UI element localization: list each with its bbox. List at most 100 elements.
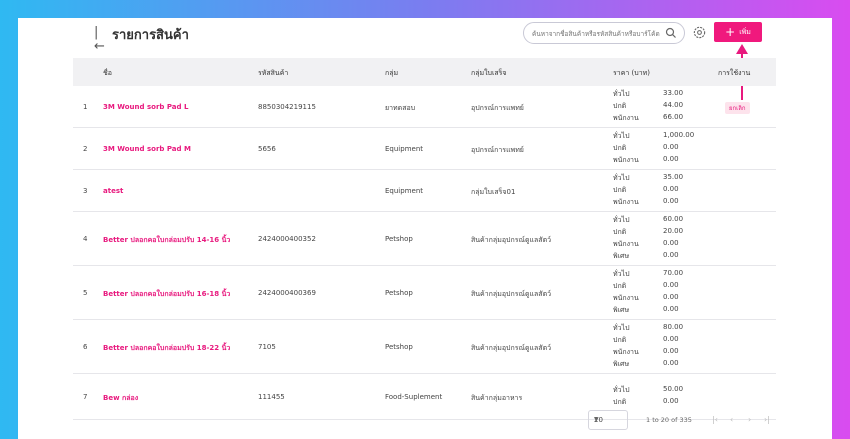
price-value: 0.00: [663, 239, 679, 247]
price-value: 33.00: [663, 89, 684, 97]
search-box[interactable]: [523, 22, 685, 44]
table-row[interactable]: 7 Bew กล่อง 111455 Food-Suplement สินค้ากลุ่…: [73, 374, 776, 420]
price-label: ปกติ: [613, 398, 627, 406]
price-value: 0.00: [663, 335, 679, 343]
table-row[interactable]: 1 3M Wound sorb Pad L 8850304219115 ยาทดสอบ…: [73, 86, 776, 128]
product-code: 2424000400352: [258, 235, 316, 243]
price-label: ปกติ: [613, 282, 627, 290]
rows-per-page-value: 20: [594, 416, 603, 424]
row-number: 6: [83, 343, 88, 351]
page-header: |← รายการสินค้า + เพิ่ม: [18, 18, 832, 100]
price-value: 0.00: [663, 359, 679, 367]
product-group: Petshop: [385, 343, 413, 351]
price-label: พนักงาน: [613, 156, 639, 164]
price-label: ทั่วไป: [613, 90, 630, 98]
price-value: 0.00: [663, 185, 679, 193]
product-group: Equipment: [385, 145, 423, 153]
price-value: 50.00: [663, 385, 684, 393]
price-value: 0.00: [663, 397, 679, 405]
search-icon[interactable]: [665, 27, 677, 39]
row-number: 3: [83, 187, 88, 195]
price-value: 0.00: [663, 293, 679, 301]
price-value: 70.00: [663, 269, 684, 277]
page-range-text: 1 to 20 of 335: [646, 416, 692, 424]
chevron-down-icon: ▼: [594, 416, 599, 423]
table-row[interactable]: 5 Better ปลอกคอใบกล่อมปรับ 16-18 นิ้ว 2424…: [73, 266, 776, 320]
product-code: 2424000400369: [258, 289, 316, 297]
receipt-group: สินค้ากลุ่มอาหาร: [471, 394, 523, 402]
product-group: Petshop: [385, 289, 413, 297]
pagination: 20 ▼ 1 to 20 of 335 |‹ ‹ › ›|: [588, 410, 788, 430]
product-name[interactable]: 3M Wound sorb Pad L: [103, 103, 189, 111]
price-value: 66.00: [663, 113, 684, 121]
product-name[interactable]: Better ปลอกคอใบกล่อมปรับ 16-18 นิ้ว: [103, 290, 231, 298]
price-value: 0.00: [663, 155, 679, 163]
product-name[interactable]: Bew กล่อง: [103, 394, 139, 402]
product-code: 5656: [258, 145, 276, 153]
price-label: ปกติ: [613, 228, 627, 236]
price-label: ทั่วไป: [613, 132, 630, 140]
price-value: 0.00: [663, 143, 679, 151]
col-name: ชื่อ: [103, 69, 112, 77]
row-number: 2: [83, 145, 88, 153]
prev-page-button[interactable]: ‹: [730, 415, 734, 424]
product-group: Food-Suplement: [385, 393, 443, 401]
row-number: 4: [83, 235, 88, 243]
table-row[interactable]: 6 Better ปลอกคอใบกล่อมปรับ 18-22 นิ้ว 7105…: [73, 320, 776, 374]
add-button[interactable]: + เพิ่ม: [714, 22, 762, 42]
next-page-button[interactable]: ›: [748, 415, 752, 424]
price-label: ทั่วไป: [613, 386, 630, 394]
last-page-button[interactable]: ›|: [764, 415, 770, 424]
price-value: 60.00: [663, 215, 684, 223]
price-value: 0.00: [663, 251, 679, 259]
price-label: พนักงาน: [613, 240, 639, 248]
receipt-group: กลุ่มใบเสร็จ01: [471, 188, 516, 196]
price-value: 0.00: [663, 281, 679, 289]
first-page-button[interactable]: |‹: [712, 415, 718, 424]
product-name[interactable]: atest: [103, 187, 124, 195]
gear-icon[interactable]: [692, 25, 707, 40]
price-label: ปกติ: [613, 186, 627, 194]
plus-icon: +: [725, 25, 736, 39]
receipt-group: สินค้ากลุ่มอุปกรณ์ดูแลสัตว์: [471, 290, 552, 298]
product-group: Petshop: [385, 235, 413, 243]
back-arrow-icon[interactable]: |←: [94, 25, 105, 54]
price-label: พนักงาน: [613, 198, 639, 206]
product-name[interactable]: Better ปลอกคอใบกล่อมปรับ 18-22 นิ้ว: [103, 344, 231, 352]
price-value: 80.00: [663, 323, 684, 331]
price-value: 1,000.00: [663, 131, 695, 139]
status-badge: ยกเลิก: [725, 102, 750, 114]
price-value: 44.00: [663, 101, 684, 109]
product-name[interactable]: 3M Wound sorb Pad M: [103, 145, 191, 153]
price-label: พนักงาน: [613, 348, 639, 356]
search-input[interactable]: [532, 26, 662, 41]
app-frame: |← รายการสินค้า + เพิ่ม ชื่อ รหัสสินค้า …: [18, 18, 832, 439]
table-row[interactable]: 2 3M Wound sorb Pad M 5656 Equipment อุปกรณ์…: [73, 128, 776, 170]
product-name[interactable]: Better ปลอกคอใบกล่อมปรับ 14-16 นิ้ว: [103, 236, 231, 244]
col-status: การใช้งาน: [718, 69, 751, 77]
price-value: 0.00: [663, 347, 679, 355]
price-label: ทั่วไป: [613, 270, 630, 278]
price-label: ปกติ: [613, 102, 627, 110]
price-label: ทั่วไป: [613, 174, 630, 182]
price-label: ทั่วไป: [613, 324, 630, 332]
row-number: 1: [83, 103, 88, 111]
price-label: ทั่วไป: [613, 216, 630, 224]
rows-per-page-select[interactable]: 20 ▼: [588, 410, 628, 430]
receipt-group: อุปกรณ์การแพทย์: [471, 104, 524, 112]
col-group: กลุ่ม: [385, 69, 399, 77]
product-group: Equipment: [385, 187, 423, 195]
price-label: พิเศษ: [613, 252, 630, 260]
product-code: 111455: [258, 393, 285, 401]
row-number: 7: [83, 393, 88, 401]
price-label: พิเศษ: [613, 360, 630, 368]
row-number: 5: [83, 289, 88, 297]
receipt-group: สินค้ากลุ่มอุปกรณ์ดูแลสัตว์: [471, 236, 552, 244]
price-label: พนักงาน: [613, 294, 639, 302]
price-value: 35.00: [663, 173, 684, 181]
price-label: พิเศษ: [613, 306, 630, 314]
table-header: ชื่อ รหัสสินค้า กลุ่ม กลุ่มใบเสร็จ ราคา …: [73, 58, 776, 86]
table-row[interactable]: 3 atest Equipment กลุ่มใบเสร็จ01 ทั่วไป 35.00…: [73, 170, 776, 212]
table-row[interactable]: 4 Better ปลอกคอใบกล่อมปรับ 14-16 นิ้ว 2424…: [73, 212, 776, 266]
product-code: 8850304219115: [258, 103, 316, 111]
